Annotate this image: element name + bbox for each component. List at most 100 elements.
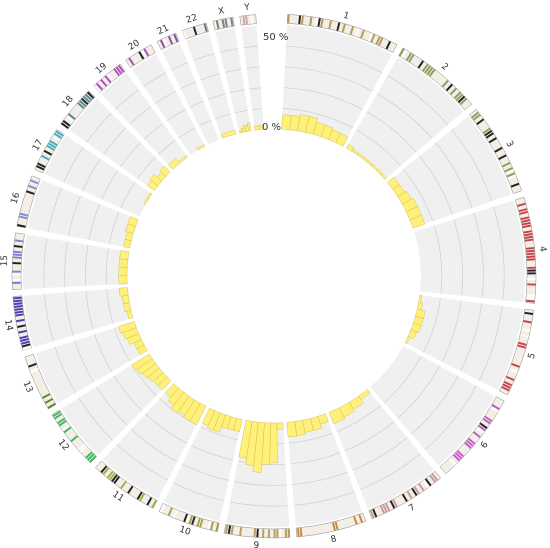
ideogram-band [417,60,424,69]
ideogram-band [511,362,520,368]
chromosome-label: 7 [407,503,417,515]
ideogram-band [431,473,439,481]
ideogram-band [160,504,166,513]
ideogram-band [471,111,479,119]
ideogram-band [452,454,461,462]
ideogram-band [224,524,229,534]
ideogram-band [320,18,324,28]
ideogram-band [360,29,365,39]
grid-arc [366,111,417,153]
ideogram-band [151,499,158,509]
grid-arc [225,68,242,73]
chromosome-ideograms [11,14,537,539]
ideogram-band [267,529,270,538]
ideogram-band [336,22,341,31]
ideogram-band [191,516,196,525]
ideogram-band [526,249,535,253]
ideogram-band [55,130,64,137]
ideogram-band [459,97,468,106]
ideogram-band [77,102,85,110]
ideogram-band [527,277,536,280]
ideogram-band [472,113,481,121]
ideogram-band [505,169,514,175]
ideogram-band [113,68,121,77]
ideogram-band [464,441,472,449]
ideogram-band [526,252,535,256]
ideogram-band [525,246,535,250]
ideogram-band [20,337,29,342]
ideogram-band [482,417,491,425]
ideogram-band [136,491,143,500]
bar-chr-1 [335,132,349,147]
ideogram-band [79,99,87,108]
grid-arc [290,452,341,465]
ideogram-band [488,137,497,144]
grid-arc [493,206,505,301]
ideogram-band [17,324,26,328]
ideogram-band [384,502,391,512]
ideogram-band [95,82,104,91]
ideogram-band [428,68,436,77]
grid-arc [441,300,462,362]
ideogram-band [527,272,536,275]
ideogram-band [182,30,188,39]
ideogram-band [227,525,232,534]
grid-arc [230,501,289,507]
ideogram-band [47,142,57,149]
ideogram-band [14,310,24,314]
ideogram-band [296,528,300,537]
ideogram-band [100,465,108,474]
ideogram-band [353,516,358,525]
ideogram-band [349,26,355,35]
ideogram-band [448,457,457,466]
ideogram-band [309,16,313,26]
bar-chr-16 [127,216,139,227]
ideogram-band [162,38,168,47]
grid-arc [288,432,333,444]
ideogram-band [172,509,178,519]
bar-chr-10 [201,407,216,427]
ideogram-band [167,507,173,516]
ideogram-band [49,139,58,147]
grid-arc [180,81,196,89]
ideogram-band [12,279,21,282]
ideogram-band [523,320,532,324]
ideogram-band [196,517,201,527]
bar-chr-Y [254,125,260,131]
ideogram-band [138,51,145,60]
chromosome-label: 2 [439,62,450,73]
track-chr-19 [101,72,188,170]
ideogram-band [82,95,91,103]
ideogram-band [63,426,72,434]
grid-arc [423,297,441,353]
grid-arc [220,48,239,53]
bar-chr-17 [146,192,153,200]
ideogram-band [314,17,319,27]
track-chr-X [215,28,251,134]
grid-arc [114,327,130,362]
ideogram-band [398,48,405,57]
ideogram-band [215,20,220,30]
ideogram-band [526,299,535,303]
grid-arc [198,120,212,127]
ideogram-band [372,508,378,518]
ideogram-band [521,221,531,226]
ideogram-band [378,37,384,46]
ideogram-band [429,474,437,483]
grid-arc [88,203,101,241]
ideogram-band [509,368,518,374]
ideogram-band [501,161,511,168]
track-chr-7 [329,389,434,509]
ideogram-band [54,413,63,420]
ideogram-band [521,219,530,223]
grid-arc [376,93,433,139]
track-chr-20 [131,54,205,155]
ideogram-band [518,208,528,213]
ideogram-band [52,135,61,142]
ideogram-band [47,402,56,409]
ideogram-band [526,258,536,261]
track-chr-22 [186,33,236,139]
chromosome-label: 4 [537,246,548,253]
grid-arc [282,108,353,129]
grid-arc [64,292,74,336]
